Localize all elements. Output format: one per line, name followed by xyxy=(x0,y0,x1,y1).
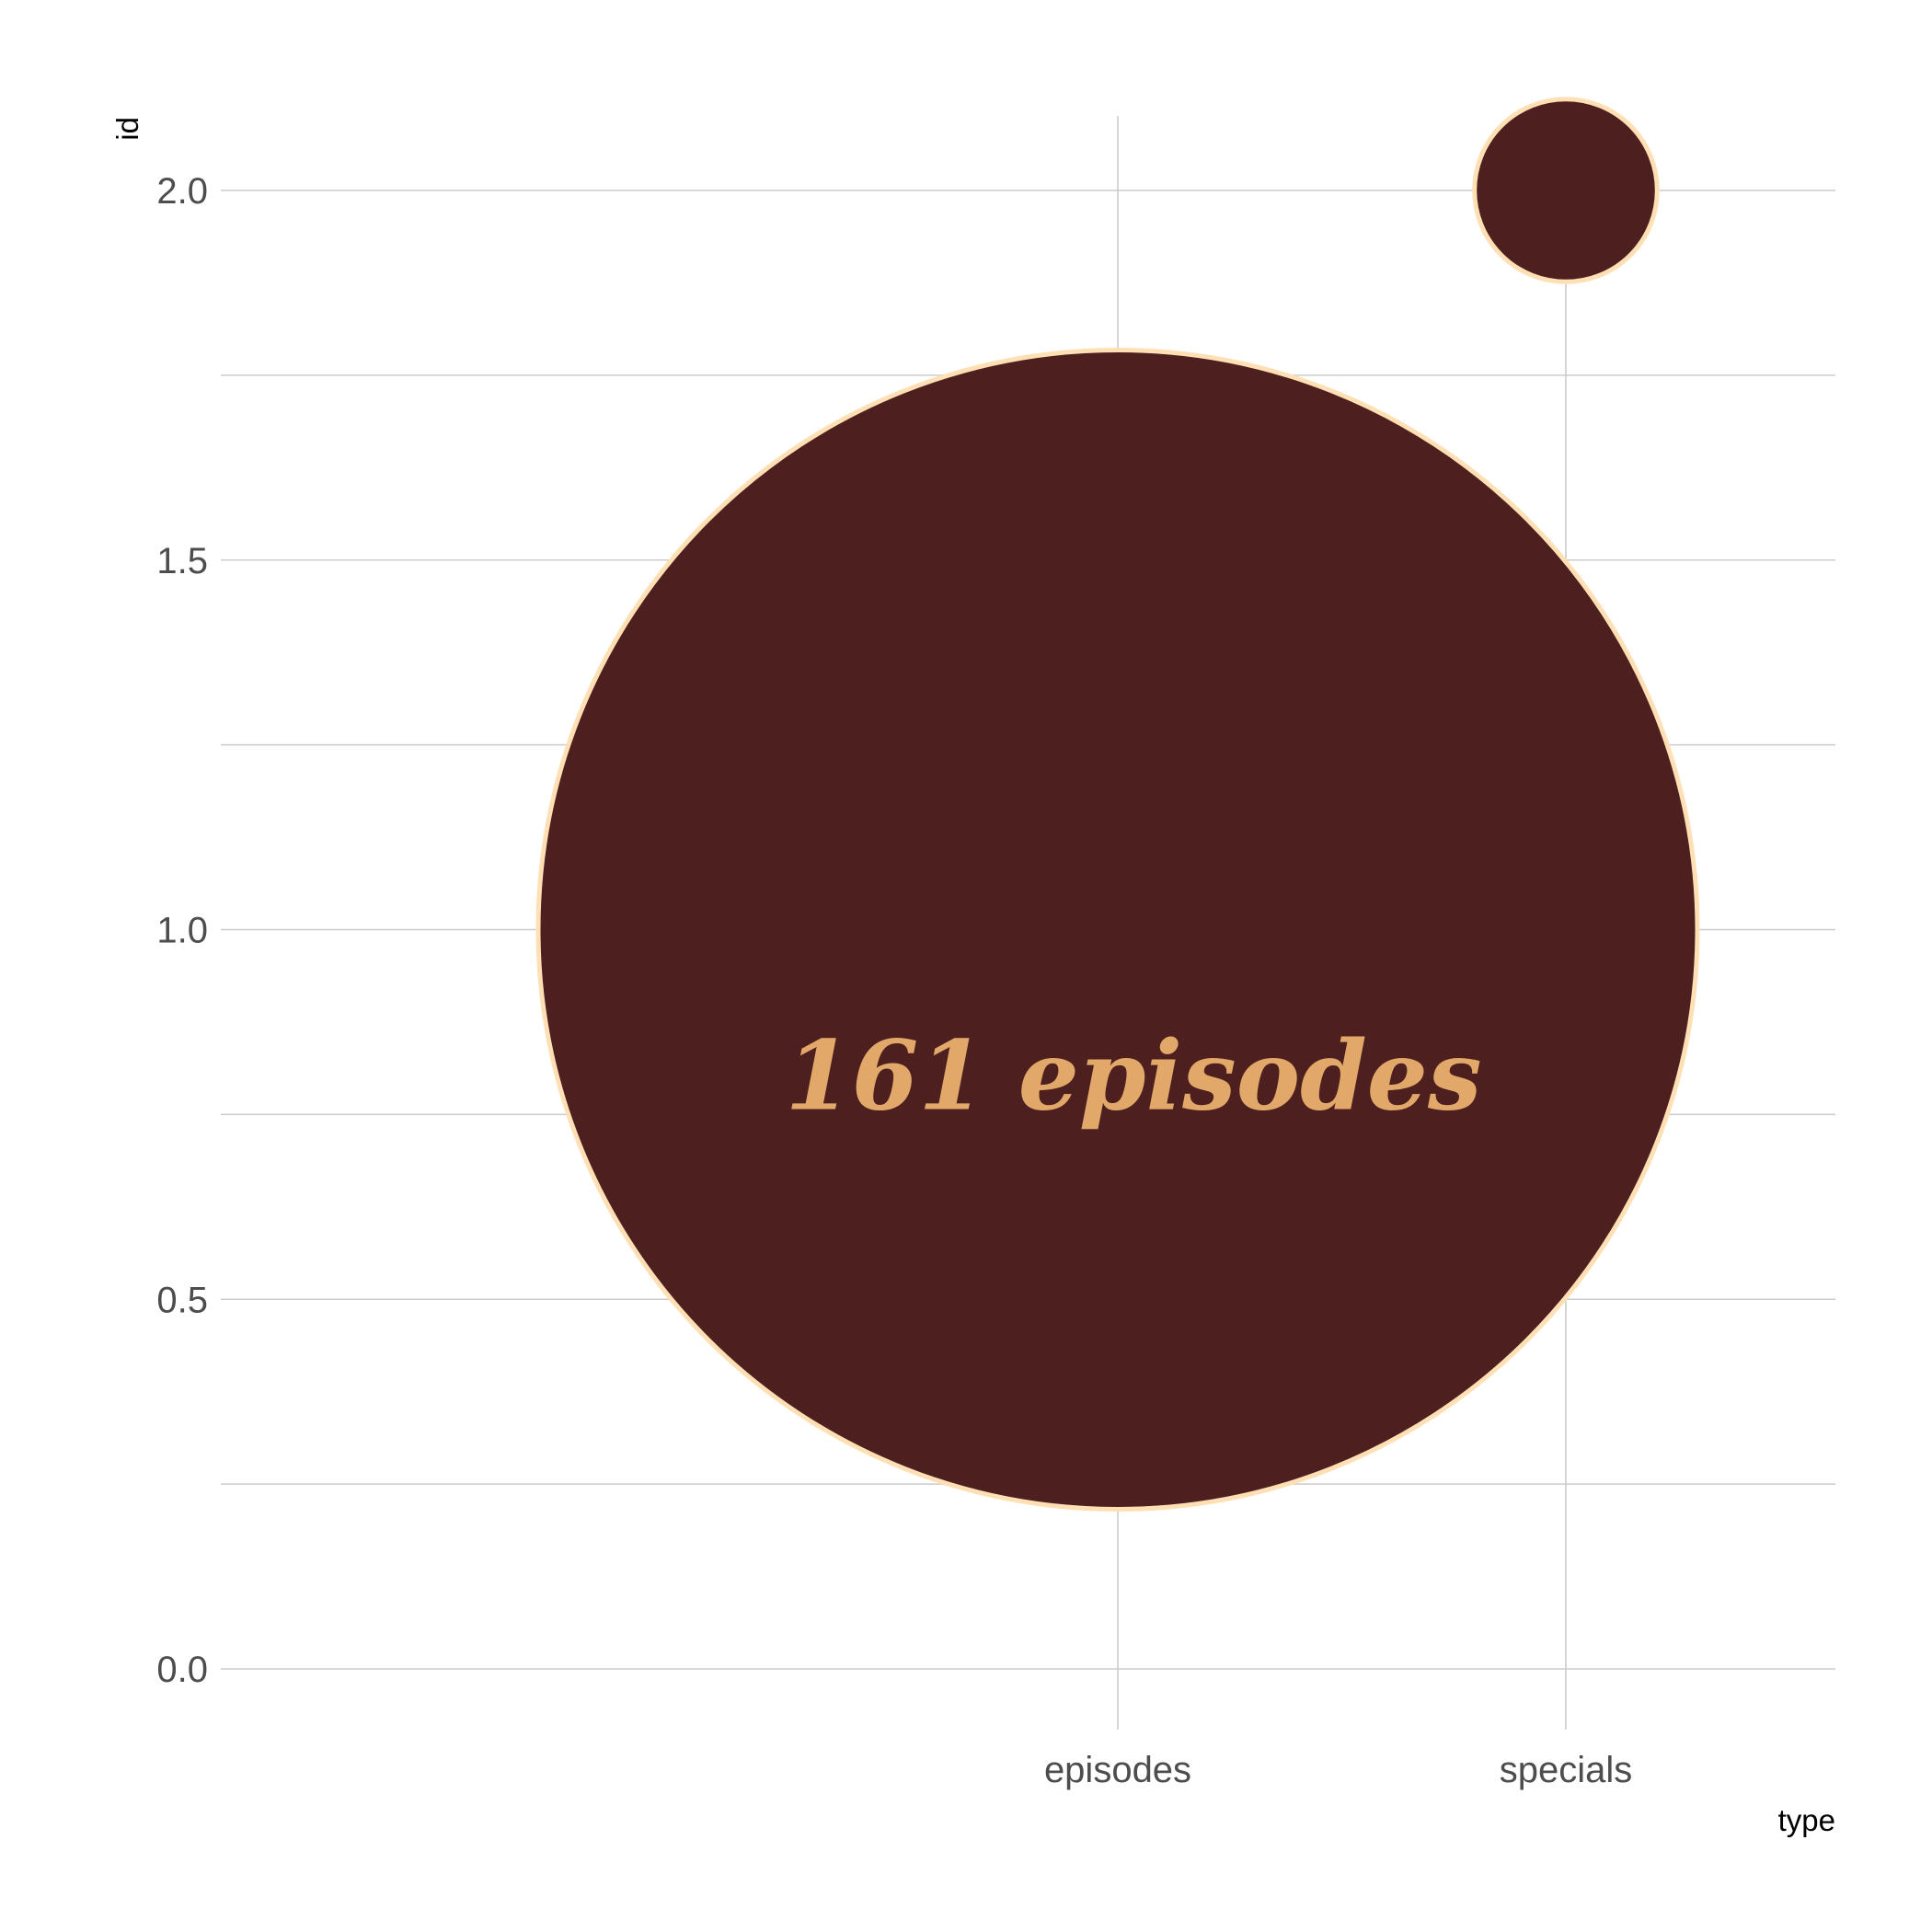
bubble-episodes xyxy=(535,348,1700,1512)
y-tick-label-3: 1.5 xyxy=(156,541,208,581)
y-tick-labels: 0.0 0.5 1.0 1.5 2.0 xyxy=(156,171,208,1690)
bubble-specials xyxy=(1472,97,1660,284)
bubble-labels: 161 episodes xyxy=(785,1019,1481,1133)
x-tick-labels: episodes specials xyxy=(1044,1750,1632,1790)
y-tick-label-0: 0.0 xyxy=(156,1650,208,1690)
y-tick-label-1: 0.5 xyxy=(156,1280,208,1320)
bubbles xyxy=(535,97,1700,1512)
x-tick-label-specials: specials xyxy=(1500,1750,1633,1790)
x-tick-label-episodes: episodes xyxy=(1044,1750,1191,1790)
x-axis-title: type xyxy=(1778,1803,1835,1837)
y-tick-label-4: 2.0 xyxy=(156,171,208,212)
y-tick-label-2: 1.0 xyxy=(156,911,208,951)
bubble-label-episodes: 161 episodes xyxy=(785,1019,1481,1133)
y-axis-title: id xyxy=(110,117,144,141)
